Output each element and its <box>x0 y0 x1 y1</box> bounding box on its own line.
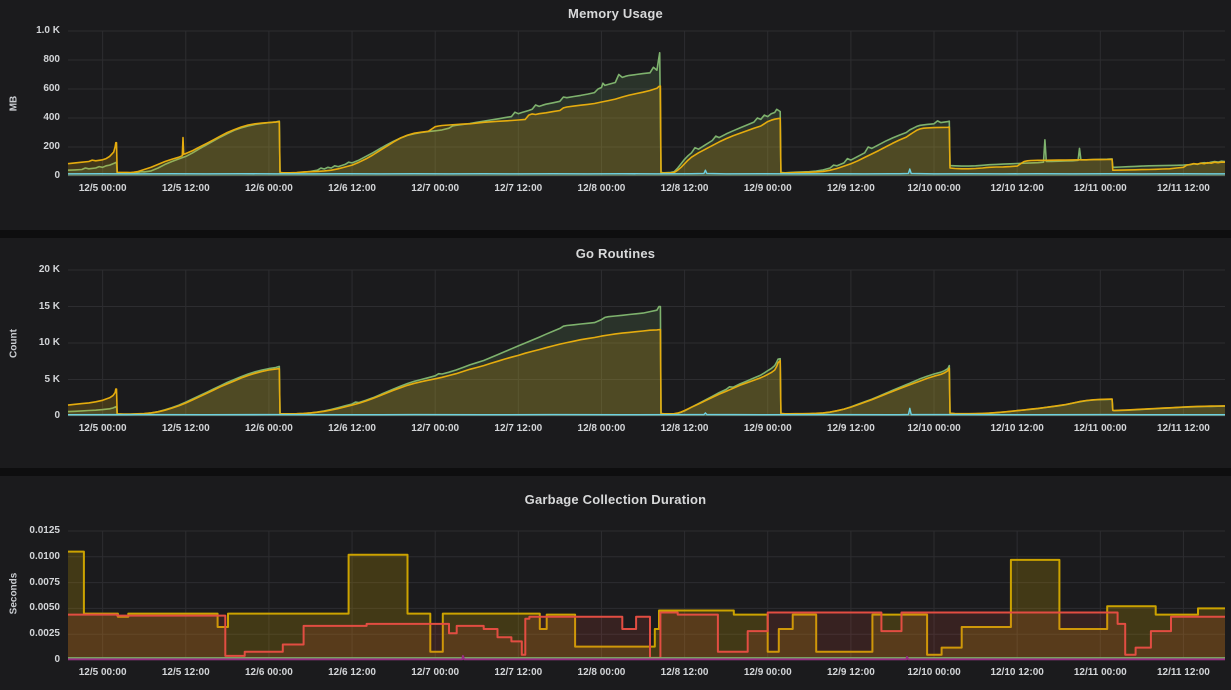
x-tick-label: 12/9 00:00 <box>743 423 792 434</box>
y-tick-label: 0.0100 <box>29 550 60 562</box>
x-tick-label: 12/7 12:00 <box>494 183 543 194</box>
y-tick-label: 0.0125 <box>29 525 60 536</box>
x-tick-label: 12/5 12:00 <box>161 423 210 434</box>
x-tick-label: 12/11 12:00 <box>1157 667 1210 678</box>
series-green-fill <box>68 306 1225 416</box>
y-tick-label: 600 <box>43 83 60 94</box>
x-tick-label: 12/8 00:00 <box>577 183 626 194</box>
chart-svg <box>67 269 1226 417</box>
x-tick-label: 12/10 12:00 <box>990 423 1044 434</box>
y-tick-label: 10 K <box>38 337 60 348</box>
series-yellow-line <box>67 328 1226 415</box>
x-tick-label: 12/11 00:00 <box>1073 423 1127 434</box>
y-tick-label: 5 K <box>44 373 60 385</box>
x-tick-label: 12/6 12:00 <box>328 423 376 434</box>
x-tick-label: 12/5 00:00 <box>78 423 127 434</box>
x-tick-label: 12/8 00:00 <box>577 667 626 678</box>
panel-title-go-routines[interactable]: Go Routines <box>575 246 656 261</box>
x-tick-label: 12/10 00:00 <box>907 183 961 194</box>
x-tick-label: 12/10 00:00 <box>907 667 961 678</box>
x-tick-label: 12/8 12:00 <box>660 183 709 194</box>
y-tick-label: 1.0 K <box>36 25 60 36</box>
x-tick-label: 12/8 12:00 <box>660 423 709 434</box>
x-tick-label: 12/8 00:00 <box>577 423 626 434</box>
x-tick-label: 12/6 00:00 <box>244 423 293 434</box>
x-tick-label: 12/5 00:00 <box>78 667 127 678</box>
series-green-fill <box>68 52 1225 176</box>
panel-title-memory-usage[interactable]: Memory Usage <box>568 6 663 21</box>
panel-title-gc-duration[interactable]: Garbage Collection Duration <box>524 492 707 507</box>
x-tick-label: 12/9 12:00 <box>826 667 875 678</box>
y-tick-label: 0.0025 <box>29 628 60 640</box>
x-tick-label: 12/10 00:00 <box>907 423 961 434</box>
x-tick-label: 12/7 00:00 <box>411 423 460 434</box>
x-tick-label: 12/5 00:00 <box>78 183 127 194</box>
y-tick-label: 200 <box>43 141 60 152</box>
x-tick-label: 12/5 12:00 <box>161 667 210 678</box>
x-tick-label: 12/9 00:00 <box>743 183 792 194</box>
y-tick-label: 0.0075 <box>29 576 60 588</box>
y-tick-label: 20 K <box>38 264 60 275</box>
series-red-line <box>68 611 1225 659</box>
x-tick-label: 12/8 12:00 <box>660 667 709 678</box>
series-yellow-fill <box>68 86 1225 176</box>
y-tick-label: 0 <box>54 410 60 421</box>
panel-memory-usage: Memory Usage MB 1.0 K 800 600 400 200 0 12/5 0… <box>0 0 1231 230</box>
series-yellow-line <box>67 85 1226 174</box>
series-purple-line <box>68 655 1225 661</box>
y-tick-label: 800 <box>43 54 60 65</box>
x-tick-label: 12/7 12:00 <box>494 423 543 434</box>
series-red-fill <box>68 612 1225 660</box>
y-tick-label: 0.0050 <box>29 602 60 614</box>
y-tick-label: 400 <box>43 112 60 123</box>
x-tick-label: 12/7 00:00 <box>411 667 460 678</box>
x-tick-label: 12/11 00:00 <box>1073 667 1127 678</box>
series-cyan-line <box>67 168 1225 175</box>
series-cyan-line <box>67 407 1225 416</box>
x-tick-label: 12/6 12:00 <box>328 667 376 678</box>
x-tick-label: 12/9 00:00 <box>743 667 792 678</box>
series-yellow-fill <box>68 551 1225 660</box>
x-tick-label: 12/9 12:00 <box>826 183 875 194</box>
x-tick-label: 12/7 12:00 <box>494 667 543 678</box>
y-tick-label: 0 <box>54 654 60 665</box>
series-yellow-fill <box>68 329 1225 416</box>
x-tick-label: 12/11 12:00 <box>1157 423 1210 434</box>
x-tick-label: 12/6 00:00 <box>244 183 293 194</box>
x-tick-label: 12/6 00:00 <box>244 667 293 678</box>
series-yellow-line <box>68 550 1225 656</box>
x-tick-label: 12/10 12:00 <box>990 667 1044 678</box>
chart-svg <box>67 30 1226 177</box>
x-tick-label: 12/10 12:00 <box>990 183 1044 194</box>
x-tick-label: 12/11 00:00 <box>1073 183 1127 194</box>
y-tick-label: 0 <box>54 170 60 181</box>
x-tick-label: 12/11 12:00 <box>1157 183 1210 194</box>
x-tick-label: 12/6 12:00 <box>328 183 376 194</box>
x-tick-label: 12/9 12:00 <box>826 423 875 434</box>
x-tick-label: 12/5 12:00 <box>161 183 210 194</box>
x-tick-label: 12/7 00:00 <box>411 183 460 194</box>
y-tick-label: 15 K <box>38 300 60 312</box>
panel-gc-duration: Garbage Collection Duration Seconds 0.01… <box>0 476 1231 690</box>
chart-svg <box>68 530 1225 661</box>
